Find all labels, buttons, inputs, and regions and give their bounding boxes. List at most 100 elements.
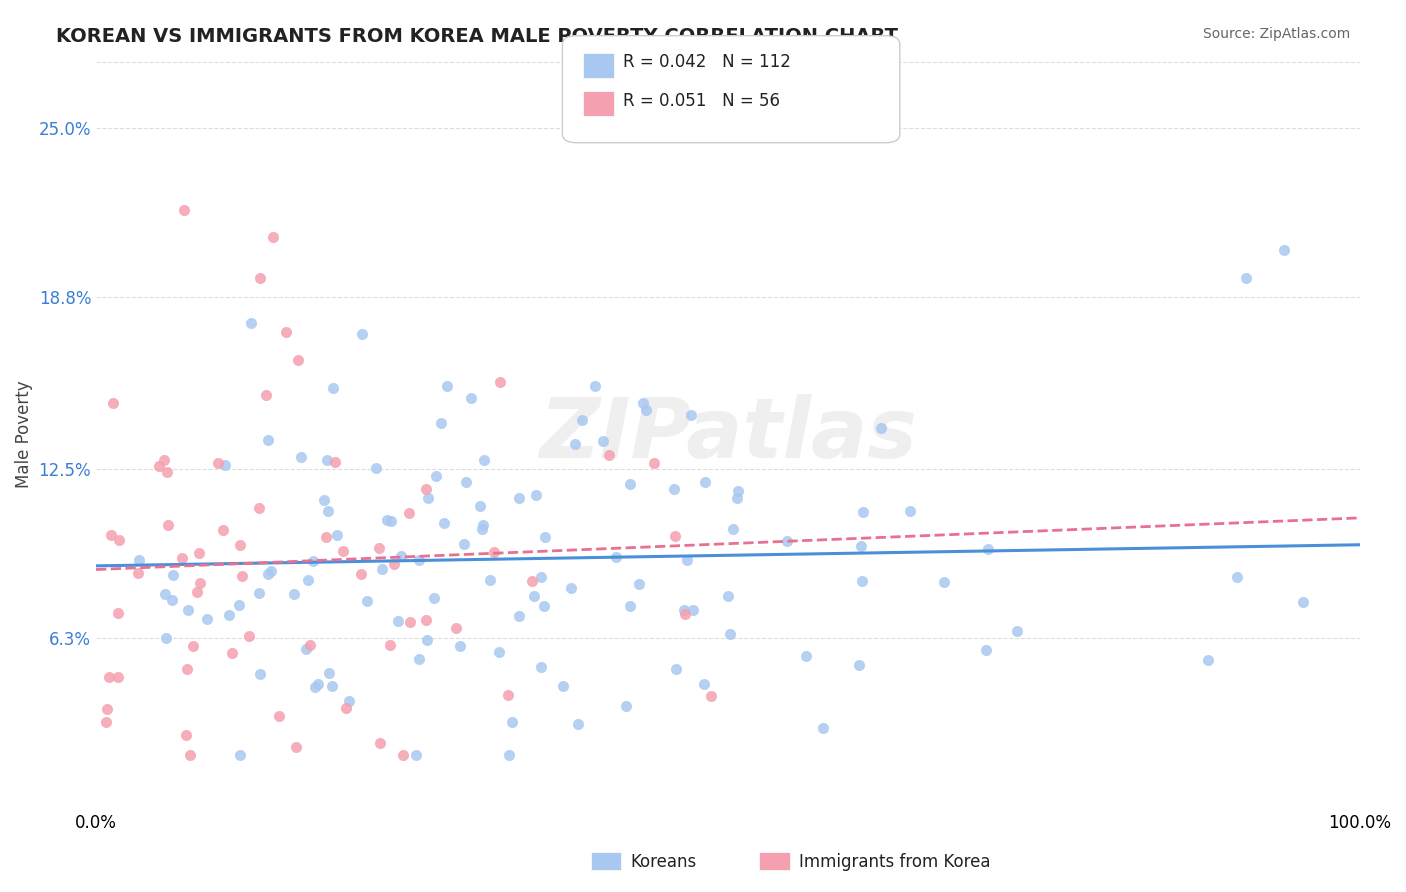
Point — [391, 549, 413, 563]
Point — [484, 544, 506, 558]
Point — [530, 570, 553, 584]
Point — [170, 551, 193, 566]
Point — [849, 539, 872, 553]
Point — [218, 607, 240, 622]
Point — [349, 566, 371, 581]
Point — [249, 270, 271, 285]
Point — [634, 403, 657, 417]
Point — [98, 670, 121, 684]
Point — [524, 487, 547, 501]
Point — [631, 396, 654, 410]
Point — [776, 533, 799, 548]
Point — [693, 677, 716, 691]
Point — [297, 573, 319, 587]
Point — [664, 529, 686, 543]
Point — [284, 739, 307, 754]
Point — [321, 679, 343, 693]
Point — [128, 553, 150, 567]
Point — [290, 450, 312, 465]
Point — [725, 491, 748, 505]
Text: R = 0.042   N = 112: R = 0.042 N = 112 — [623, 54, 790, 71]
Point — [534, 530, 557, 544]
Point — [974, 643, 997, 657]
Point — [323, 455, 346, 469]
Point — [560, 581, 582, 595]
Point — [423, 591, 446, 605]
Point — [326, 528, 349, 542]
Point — [94, 714, 117, 729]
Point — [364, 460, 387, 475]
Point — [665, 662, 688, 676]
Point — [107, 670, 129, 684]
Point — [228, 598, 250, 612]
Point — [619, 599, 641, 613]
Point — [332, 543, 354, 558]
Point — [380, 514, 402, 528]
Point — [453, 536, 475, 550]
Point — [382, 557, 405, 571]
Point — [1226, 570, 1249, 584]
Point — [551, 679, 574, 693]
Point — [229, 747, 252, 762]
Point — [96, 701, 118, 715]
Point — [449, 639, 471, 653]
Point — [214, 458, 236, 472]
Point — [619, 476, 641, 491]
Point — [614, 698, 637, 713]
Point — [416, 491, 439, 505]
Point — [101, 396, 124, 410]
Point — [283, 587, 305, 601]
Point — [598, 448, 620, 462]
Point — [567, 717, 589, 731]
Point — [368, 541, 391, 555]
Point — [1272, 244, 1295, 258]
Text: Immigrants from Korea: Immigrants from Korea — [799, 853, 990, 871]
Point — [274, 326, 297, 340]
Point — [238, 629, 260, 643]
Point — [460, 391, 482, 405]
Point — [229, 538, 252, 552]
Point — [444, 621, 467, 635]
Text: ZIPatlas: ZIPatlas — [538, 394, 917, 475]
Point — [478, 573, 501, 587]
Point — [592, 434, 614, 449]
Point — [794, 648, 817, 663]
Point — [682, 602, 704, 616]
Point — [176, 662, 198, 676]
Point — [240, 316, 263, 330]
Point — [405, 747, 427, 762]
Point — [231, 568, 253, 582]
Point — [177, 603, 200, 617]
Point — [174, 728, 197, 742]
Point — [501, 714, 523, 729]
Point — [498, 747, 520, 762]
Point — [433, 516, 456, 530]
Point — [207, 457, 229, 471]
Point — [643, 456, 665, 470]
Point — [375, 513, 398, 527]
Text: R = 0.051   N = 56: R = 0.051 N = 56 — [623, 92, 780, 110]
Point — [302, 554, 325, 568]
Point — [1005, 624, 1028, 638]
Point — [186, 585, 208, 599]
Point — [155, 586, 177, 600]
Point — [848, 658, 870, 673]
Point — [932, 575, 955, 590]
Point — [415, 482, 437, 496]
Point — [628, 577, 651, 591]
Y-axis label: Male Poverty: Male Poverty — [15, 381, 32, 489]
Point — [337, 694, 360, 708]
Point — [564, 437, 586, 451]
Point — [415, 632, 437, 647]
Point — [436, 379, 458, 393]
Point — [717, 589, 740, 603]
Point — [852, 505, 875, 519]
Point — [489, 375, 512, 389]
Point — [127, 566, 149, 581]
Point — [392, 747, 415, 762]
Point — [456, 475, 478, 489]
Point — [267, 709, 290, 723]
Point — [304, 680, 326, 694]
Point — [571, 412, 593, 426]
Point — [488, 645, 510, 659]
